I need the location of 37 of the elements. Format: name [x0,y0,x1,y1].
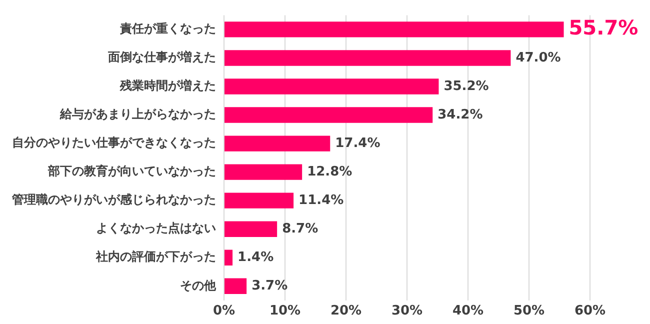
y-tick-label: 自分のやりたい仕事ができなくなった [12,136,216,150]
bar [224,250,233,266]
bar [224,278,247,294]
data-label: 35.2% [444,78,489,94]
x-tick-label: 30% [391,304,423,319]
data-label: 17.4% [335,136,380,151]
data-label: 3.7% [252,278,288,294]
data-label: 47.0% [516,50,561,66]
bar [224,78,439,94]
y-tick-label: 部下の教育が向いていなかった [47,164,216,178]
y-tick-label: 社内の評価が下がった [95,250,216,264]
bar [224,136,330,152]
data-label: 55.7% [568,16,638,40]
bar [224,50,511,66]
y-tick-label: 面倒な仕事が増えた [107,50,216,64]
x-tick-label: 60% [574,304,606,319]
y-tick-label: その他 [180,278,217,292]
y-tick-label: 管理職のやりがいが感じられなかった [11,192,216,207]
data-label: 8.7% [282,221,318,236]
x-tick-label: 50% [513,304,545,319]
data-label: 1.4% [238,250,274,265]
bar [224,221,278,237]
bar [224,22,564,38]
y-tick-label: 残業時間が増えた [119,78,216,93]
y-tick-label: 責任が重くなった [119,22,216,36]
x-tick-label: 40% [452,304,484,319]
data-label: 34.2% [438,107,483,122]
data-label: 11.4% [298,192,344,208]
bar [224,164,302,180]
bar [224,192,294,208]
x-tick-label: 0% [212,304,236,319]
x-tick-label: 10% [269,304,301,319]
data-label: 12.8% [307,164,352,180]
x-tick-label: 20% [330,304,362,319]
bar [224,107,433,123]
y-tick-label: 給与があまり上がらなかった [59,107,216,122]
y-tick-label: よくなかった点はない [96,221,216,236]
